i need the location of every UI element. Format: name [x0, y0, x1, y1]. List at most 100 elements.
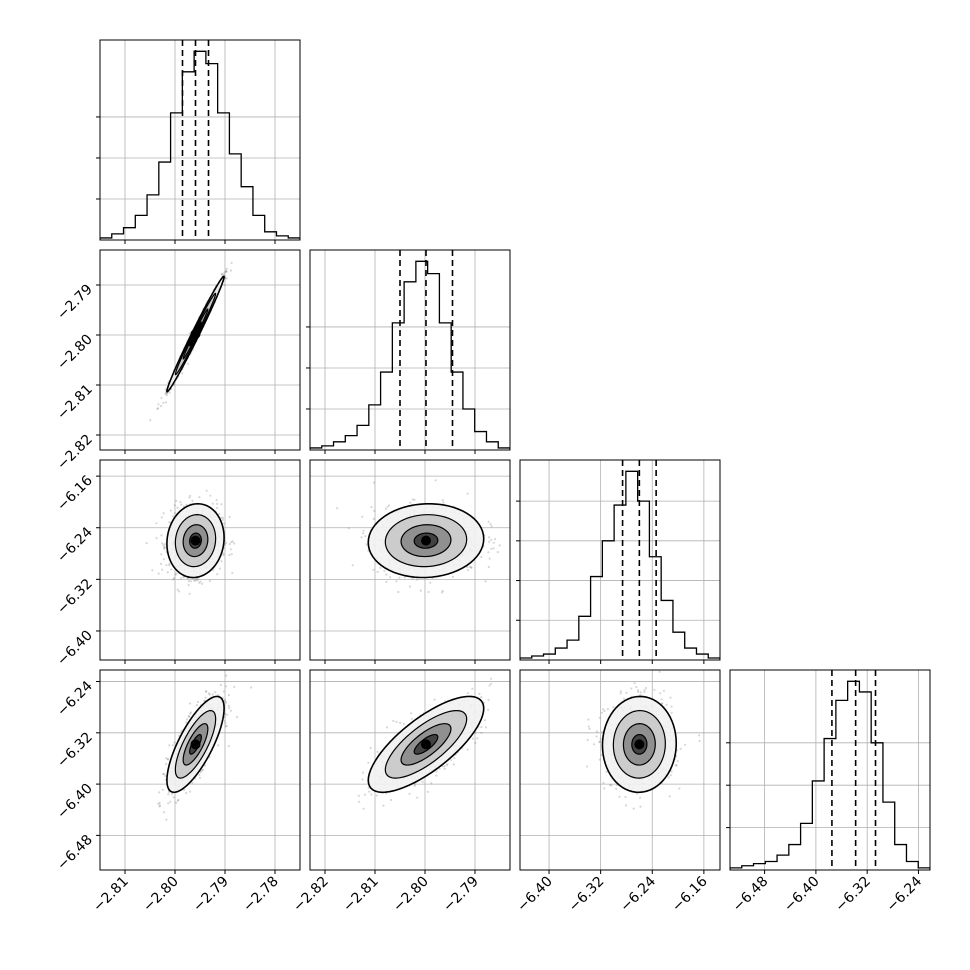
scatter-point	[386, 505, 389, 508]
scatter-point	[392, 719, 395, 723]
scatter-point	[367, 761, 370, 764]
scatter-point	[182, 576, 185, 579]
scatter-point	[410, 712, 413, 715]
scatter-point	[490, 538, 493, 541]
scatter-point	[186, 362, 190, 365]
scatter-point	[189, 712, 192, 715]
scatter-point	[487, 565, 490, 569]
panel-frame	[519, 459, 721, 661]
scatter-point	[660, 698, 663, 701]
panel-frame	[99, 669, 301, 871]
panel-content	[100, 250, 300, 450]
scatter-point	[669, 696, 672, 699]
scatter-point	[361, 515, 364, 518]
scatter-point	[452, 763, 455, 766]
scatter-point	[187, 714, 190, 718]
scatter-point	[158, 805, 161, 808]
scatter-point	[484, 719, 487, 722]
scatter-point	[230, 553, 233, 556]
scatter-point	[430, 782, 433, 785]
panel-frame	[99, 459, 301, 661]
scatter-point	[198, 581, 201, 585]
scatter-point	[665, 703, 668, 706]
scatter-point	[230, 541, 233, 544]
scatter-point	[216, 506, 219, 510]
scatter-point	[162, 544, 165, 547]
panel-content	[310, 250, 510, 450]
scatter-point	[183, 788, 186, 792]
scatter-point	[195, 704, 198, 707]
scatter-point	[179, 500, 182, 504]
scatter-point	[188, 592, 191, 595]
scatter-point	[361, 771, 364, 774]
scatter-point	[351, 564, 354, 567]
scatter-point	[361, 778, 364, 781]
scatter-point	[222, 552, 225, 555]
scatter-point	[220, 516, 223, 519]
scatter-point	[413, 784, 416, 788]
scatter-point	[156, 407, 159, 410]
scatter-point	[221, 518, 224, 522]
scatter-point	[480, 696, 483, 699]
density-peak	[190, 329, 201, 339]
scatter-point	[362, 532, 365, 535]
scatter-point	[229, 269, 232, 272]
scatter-point	[384, 507, 387, 510]
scatter-point	[225, 270, 228, 273]
scatter-point	[208, 579, 211, 583]
scatter-point	[633, 682, 636, 685]
panel-2-1	[309, 459, 511, 664]
scatter-point	[603, 709, 606, 713]
scatter-point	[375, 794, 378, 797]
scatter-point	[191, 781, 194, 785]
scatter-point	[157, 572, 160, 575]
scatter-point	[158, 804, 161, 807]
scatter-point	[199, 776, 202, 779]
scatter-point	[227, 704, 230, 708]
scatter-point	[166, 571, 169, 574]
scatter-point	[175, 499, 178, 502]
scatter-point	[441, 591, 444, 594]
scatter-point	[373, 509, 376, 512]
scatter-point	[160, 516, 163, 519]
scatter-point	[469, 565, 472, 568]
scatter-point	[336, 507, 339, 510]
scatter-point	[429, 581, 432, 584]
scatter-point	[402, 722, 405, 726]
scatter-point	[160, 396, 163, 400]
scatter-point	[385, 573, 388, 576]
scatter-point	[223, 700, 227, 703]
scatter-point	[193, 579, 196, 582]
scatter-point	[223, 271, 226, 274]
scatter-point	[165, 757, 168, 760]
scatter-point	[470, 566, 473, 569]
panel-1-1	[306, 249, 511, 454]
scatter-point	[451, 575, 455, 579]
scatter-point	[205, 689, 208, 693]
scatter-point	[189, 790, 192, 793]
scatter-point	[160, 405, 163, 408]
scatter-point	[225, 713, 229, 716]
scatter-point	[488, 684, 491, 687]
scatter-point	[217, 694, 220, 697]
scatter-point	[216, 502, 219, 505]
scatter-point	[187, 580, 190, 583]
scatter-point	[158, 801, 161, 805]
scatter-point	[198, 496, 201, 499]
panel-content	[100, 670, 300, 870]
scatter-point	[411, 498, 414, 501]
scatter-point	[382, 804, 385, 807]
scatter-point	[201, 582, 204, 585]
scatter-point	[163, 546, 166, 550]
scatter-point	[174, 573, 177, 576]
scatter-point	[205, 690, 208, 694]
scatter-point	[668, 795, 671, 798]
scatter-point	[186, 577, 189, 580]
scatter-point	[637, 689, 640, 692]
scatter-point	[225, 701, 228, 704]
scatter-point	[600, 753, 603, 757]
scatter-point	[223, 284, 226, 287]
scatter-point	[170, 568, 173, 571]
scatter-point	[446, 763, 449, 766]
scatter-point	[480, 726, 483, 729]
